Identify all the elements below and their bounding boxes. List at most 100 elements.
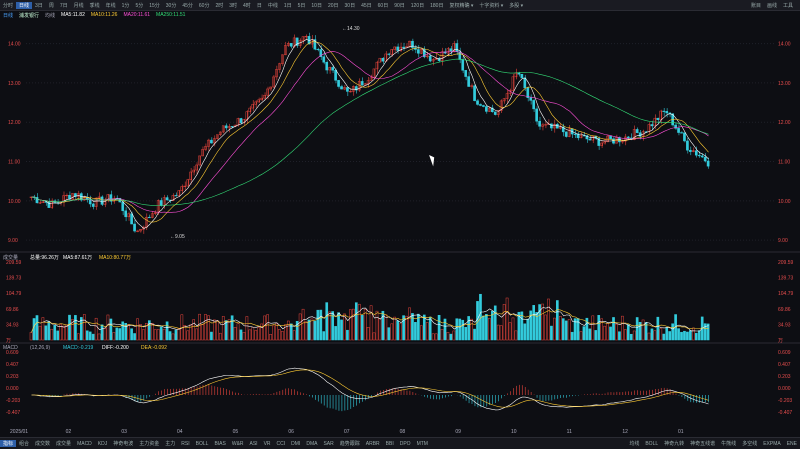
indicator-tab[interactable]: SAR <box>323 440 334 447</box>
period-tab[interactable]: 5日 <box>297 2 306 9</box>
indicator-tab[interactable]: 神奇电波 <box>113 441 134 447</box>
period-tab[interactable]: 年线 <box>105 2 116 9</box>
svg-text:0.000: 0.000 <box>6 386 19 392</box>
indicator-tab[interactable]: 主力资金 <box>139 441 160 447</box>
indicator-tab[interactable]: 组合 <box>19 441 30 447</box>
period-tab[interactable]: 4时 <box>243 2 251 9</box>
price-tick-right: 14.00 <box>778 42 791 48</box>
overlay-tab[interactable]: 牛熊线 <box>721 441 737 447</box>
indicator-tab[interactable]: 成交量 <box>56 441 72 447</box>
indicator-tab[interactable]: DMA <box>306 440 318 447</box>
candle-body <box>278 63 281 70</box>
indicator-tab[interactable]: ASI <box>249 440 258 447</box>
period-tab[interactable]: 15分 <box>149 2 160 9</box>
tool-dropdown[interactable]: 十字资料 ▾ <box>479 2 504 9</box>
period-tab[interactable]: 1日 <box>283 2 292 9</box>
volume-bar <box>216 320 219 341</box>
period-tab[interactable]: 30日 <box>344 2 356 9</box>
indicator-tab[interactable]: RSI <box>181 440 190 447</box>
toolbar-button[interactable]: 账目 <box>750 2 761 9</box>
tool-dropdown[interactable]: 复权精确 ▾ <box>449 2 474 9</box>
indicator-tab[interactable]: BOLL <box>195 440 209 447</box>
indicator-tab[interactable]: 主力 <box>165 441 176 447</box>
period-tab[interactable]: 60日 <box>377 2 389 9</box>
candle-body <box>638 132 642 137</box>
period-tab[interactable]: 180日 <box>430 2 444 9</box>
volume-bar <box>467 316 470 341</box>
period-tab[interactable]: 日 <box>256 2 262 9</box>
indicator-tab[interactable]: VR <box>263 440 271 447</box>
candle-body <box>183 185 187 187</box>
indicator-tab[interactable]: MTM <box>416 440 428 447</box>
overlay-tab[interactable]: ENE <box>786 440 797 447</box>
candle-body <box>180 186 184 191</box>
svg-text:139.73: 139.73 <box>778 276 794 282</box>
period-tab[interactable]: 3日 <box>35 2 43 9</box>
period-tab[interactable]: 周 <box>48 2 54 9</box>
legend-item: MA20:11.61 <box>123 12 151 18</box>
volume-bar <box>82 314 86 341</box>
overlay-tab[interactable]: BOLL <box>645 440 659 447</box>
overlay-tab[interactable]: 神奇九转 <box>664 441 685 447</box>
indicator-tab[interactable]: DPO <box>399 440 411 447</box>
candle-body <box>390 49 394 55</box>
period-tab[interactable]: 2时 <box>215 2 224 9</box>
indicator-tab[interactable]: 指标 <box>0 440 17 447</box>
tool-dropdown[interactable]: 多股 ▾ <box>509 2 524 9</box>
candle-body <box>585 135 589 140</box>
indicator-tab[interactable]: 趋势跟踪 <box>339 441 360 447</box>
period-tab[interactable]: 45日 <box>361 2 372 9</box>
toolbar-button[interactable]: 画线 <box>766 2 777 9</box>
period-tab[interactable]: 20日 <box>327 2 339 9</box>
indicator-tab[interactable]: KDJ <box>97 440 108 447</box>
indicator-tab[interactable]: W&R <box>231 440 244 447</box>
volume-bar <box>236 323 240 341</box>
period-tab[interactable]: 3时 <box>229 2 238 9</box>
overlay-tab[interactable]: 均线 <box>629 441 640 447</box>
legend-item: 日线 <box>3 12 14 19</box>
indicator-tab[interactable]: 成交数 <box>35 441 51 447</box>
svg-text:0.609: 0.609 <box>778 350 791 356</box>
volume-bar <box>177 328 181 341</box>
volume-bar <box>74 315 77 341</box>
period-tab[interactable]: 分时 <box>3 2 14 9</box>
indicator-tab[interactable]: MACD <box>77 440 92 447</box>
indicator-tab[interactable]: BIAS <box>214 440 226 447</box>
period-tab[interactable]: 中线 <box>267 2 278 9</box>
toolbar-button[interactable]: 工具 <box>782 2 793 9</box>
svg-text:209.59: 209.59 <box>6 260 22 266</box>
period-tab[interactable]: 月线 <box>73 2 84 9</box>
volume-bar <box>564 320 568 341</box>
overlay-tab[interactable]: 神奇五线谱 <box>690 441 716 447</box>
volume-bar <box>88 331 92 341</box>
candle-body <box>74 193 77 197</box>
candle-body <box>165 197 169 201</box>
period-tab[interactable]: 60分 <box>198 2 210 9</box>
indicator-tab[interactable]: DMI <box>291 440 301 447</box>
period-tab[interactable]: 45分 <box>182 2 193 9</box>
overlay-tab[interactable]: EXPMA <box>763 440 781 447</box>
candle-body <box>148 216 151 219</box>
period-tab[interactable]: 1分 <box>121 2 130 9</box>
candle-body <box>369 77 373 81</box>
overlay-tab[interactable]: 多空线 <box>742 441 758 447</box>
period-tab[interactable]: 5分 <box>135 2 144 9</box>
period-tab[interactable]: 日线 <box>16 1 33 9</box>
indicator-tab[interactable]: ARBR <box>365 440 380 447</box>
period-tab[interactable]: 120日 <box>410 2 425 9</box>
period-tab[interactable]: 90日 <box>394 2 405 9</box>
period-tab[interactable]: 10日 <box>311 2 322 9</box>
candle-body <box>156 200 160 213</box>
period-tab[interactable]: 30分 <box>165 2 177 9</box>
period-tab[interactable]: 7日 <box>59 2 68 9</box>
volume-bar <box>269 334 272 341</box>
volume-bar <box>201 324 204 341</box>
period-tab[interactable]: 季线 <box>89 2 100 9</box>
candle-body <box>346 87 349 92</box>
candle-body <box>103 200 107 205</box>
indicator-tab[interactable]: BBI <box>385 440 394 447</box>
indicator-tab[interactable]: CCI <box>276 440 286 447</box>
volume-bar <box>526 318 530 341</box>
candle-body <box>493 111 497 115</box>
